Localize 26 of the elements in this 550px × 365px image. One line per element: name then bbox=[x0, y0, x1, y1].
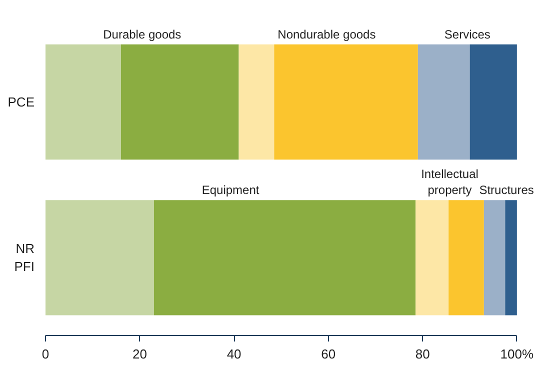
bar bbox=[448, 200, 484, 316]
bar bbox=[46, 44, 121, 160]
annotation: Intellectual property bbox=[421, 166, 478, 198]
y-tick-label: NR PFI bbox=[14, 241, 35, 274]
x-tick-label: 60 bbox=[321, 346, 336, 362]
bar bbox=[416, 200, 449, 316]
annotation: Equipment bbox=[202, 183, 260, 198]
x-tick-label: 40 bbox=[226, 346, 242, 362]
bar bbox=[418, 44, 470, 160]
bar bbox=[46, 200, 154, 316]
bar bbox=[120, 44, 239, 160]
bar bbox=[470, 44, 517, 160]
x-tick-label: 20 bbox=[132, 346, 148, 362]
y-tick-label: PCE bbox=[8, 94, 35, 110]
annotation: Structures bbox=[479, 183, 534, 198]
bar bbox=[238, 44, 274, 160]
annotation: Services bbox=[444, 27, 490, 42]
bar bbox=[505, 200, 517, 316]
annotation: Durable goods bbox=[103, 27, 182, 42]
x-tick-label: 100% bbox=[500, 346, 534, 362]
bar bbox=[274, 44, 418, 160]
annotation: Nondurable goods bbox=[278, 27, 376, 42]
x-tick-label: 0 bbox=[42, 346, 50, 362]
bar bbox=[484, 200, 506, 316]
x-tick-label: 80 bbox=[415, 346, 430, 362]
bar bbox=[154, 200, 416, 316]
